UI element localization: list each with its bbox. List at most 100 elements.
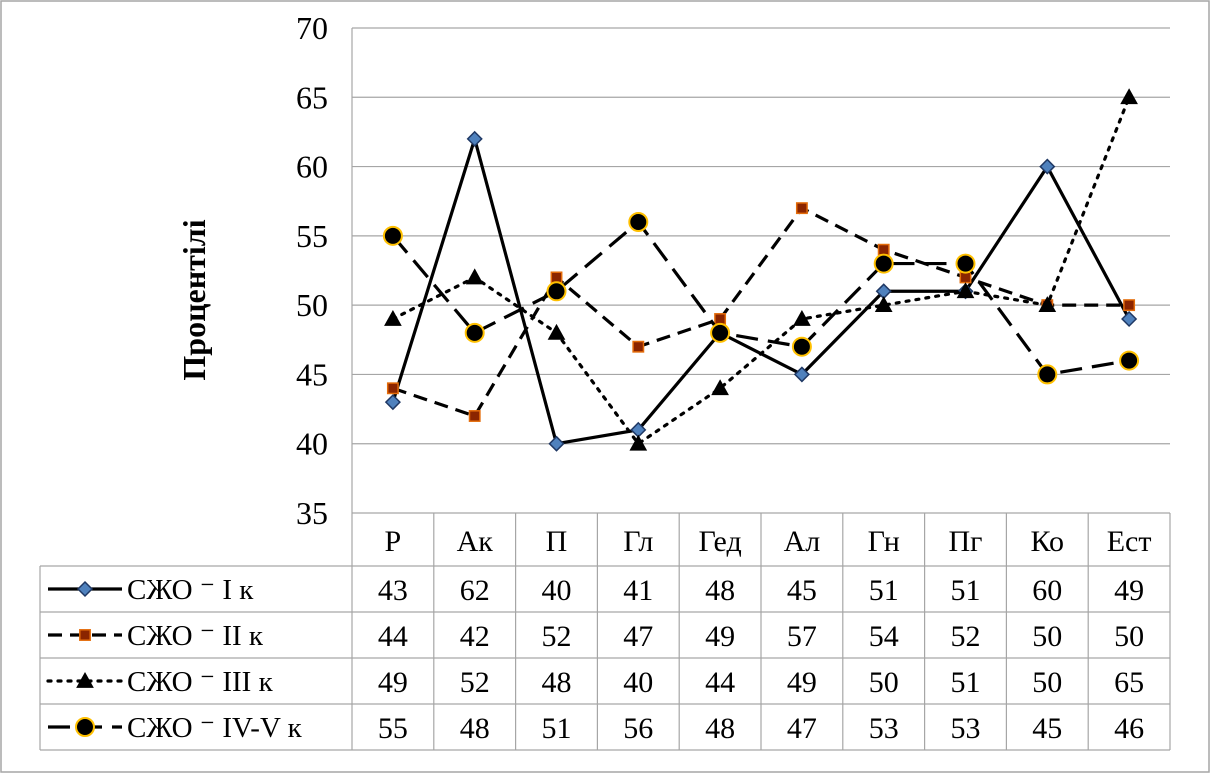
data-label: 53 — [951, 712, 981, 745]
y-tick-label: 70 — [296, 10, 328, 46]
data-point — [711, 379, 729, 396]
data-point — [874, 296, 893, 313]
data-label: 51 — [869, 574, 899, 607]
data-label: 43 — [378, 574, 408, 607]
data-point — [547, 323, 566, 340]
data-label: 57 — [787, 620, 817, 653]
y-tick-label: 65 — [296, 79, 328, 115]
data-point — [959, 271, 972, 284]
data-label: 49 — [378, 666, 408, 699]
legend-entry: СЖО ⁻ IV-V к — [48, 712, 303, 744]
data-point — [877, 243, 890, 256]
y-tick-label: 55 — [296, 218, 328, 254]
data-label: 49 — [787, 666, 817, 699]
data-point — [791, 336, 812, 357]
y-axis-label: Процентілі — [176, 219, 212, 380]
data-label: 54 — [869, 620, 899, 653]
legend-entry: СЖО ⁻ ІІ к — [48, 620, 264, 652]
x-tick-label: Ак — [457, 525, 494, 558]
data-label: 41 — [623, 574, 653, 607]
legend-marker — [76, 580, 94, 598]
x-tick-label: Ко — [1031, 525, 1065, 558]
x-tick-label: Р — [385, 525, 402, 558]
x-tick-label: Гл — [623, 525, 653, 558]
data-label: 49 — [1114, 574, 1144, 607]
legend-marker — [76, 671, 94, 688]
data-point — [464, 322, 485, 343]
x-tick-label: Ест — [1107, 525, 1152, 558]
legend-label: СЖО ⁻ ІІ к — [127, 620, 264, 652]
legend-entry: СЖО ⁻ І к — [48, 574, 254, 606]
data-point — [1119, 350, 1140, 371]
data-label: 52 — [951, 620, 981, 653]
data-point — [466, 130, 483, 147]
x-tick-label: Пг — [949, 525, 983, 558]
data-label: 48 — [542, 666, 572, 699]
x-tick-label: П — [546, 525, 568, 558]
legend-label: СЖО ⁻ IV-V к — [127, 712, 303, 744]
data-point — [1121, 310, 1138, 328]
data-label: 49 — [705, 620, 735, 653]
series-line — [391, 95, 1131, 446]
data-label: 53 — [869, 712, 899, 745]
data-label: 40 — [623, 666, 653, 699]
data-label: 48 — [705, 574, 735, 607]
data-point — [795, 202, 808, 215]
data-point — [1037, 364, 1058, 385]
data-point — [955, 253, 976, 274]
data-label: 50 — [869, 666, 899, 699]
y-tick-label: 40 — [296, 426, 328, 462]
data-point — [382, 225, 403, 246]
data-point — [793, 366, 810, 383]
data-label: 51 — [951, 574, 981, 607]
data-point — [468, 410, 481, 422]
data-point — [550, 271, 563, 284]
y-tick-label: 50 — [296, 287, 328, 323]
data-point — [714, 313, 727, 325]
x-tick-label: Гн — [868, 525, 900, 558]
data-label: 48 — [705, 712, 735, 745]
x-tick-label: Гед — [698, 525, 741, 558]
data-point — [1039, 158, 1056, 175]
gridlines — [351, 27, 1170, 513]
data-point — [1120, 88, 1138, 105]
data-label: 51 — [542, 712, 572, 745]
legend-marker — [75, 717, 95, 737]
series-4 — [382, 212, 1140, 385]
data-label: 55 — [378, 712, 408, 745]
data-point — [384, 309, 402, 326]
data-label: 45 — [1032, 712, 1062, 745]
series-2 — [386, 202, 1136, 422]
data-point — [384, 394, 401, 411]
data-point — [956, 282, 975, 299]
data-label: 46 — [1114, 712, 1144, 745]
data-label: 40 — [542, 574, 572, 607]
data-point — [465, 268, 484, 285]
series-layer — [382, 88, 1140, 452]
series-line — [392, 206, 1130, 418]
data-label: 52 — [460, 666, 490, 699]
data-point — [546, 281, 567, 302]
data-point — [1038, 296, 1057, 313]
data-point — [629, 434, 648, 451]
data-label: 50 — [1032, 666, 1062, 699]
y-tick-label: 35 — [296, 495, 328, 531]
data-label: 45 — [787, 574, 817, 607]
data-point — [548, 435, 565, 452]
data-point — [793, 309, 811, 326]
data-table: Р Ак П Гл Гед Ал Гн Пг Ко Ест СЖО ⁻ І к 43 62 40 41 48 4… — [39, 512, 1171, 751]
data-label: 65 — [1114, 666, 1144, 699]
data-label: 50 — [1114, 620, 1144, 653]
data-label: 60 — [1032, 574, 1062, 607]
data-label: 47 — [623, 620, 653, 653]
data-label: 44 — [705, 666, 735, 699]
legend-marker — [79, 629, 91, 641]
data-label: 48 — [460, 712, 490, 745]
y-tick-label: 45 — [296, 356, 328, 392]
series-line — [391, 219, 1130, 377]
y-axis: 35 40 45 50 55 60 65 70 — [296, 10, 328, 531]
data-label: 50 — [1032, 620, 1062, 653]
legend-label: СЖО ⁻ ІІІ к — [127, 666, 274, 698]
data-label: 47 — [787, 712, 817, 745]
